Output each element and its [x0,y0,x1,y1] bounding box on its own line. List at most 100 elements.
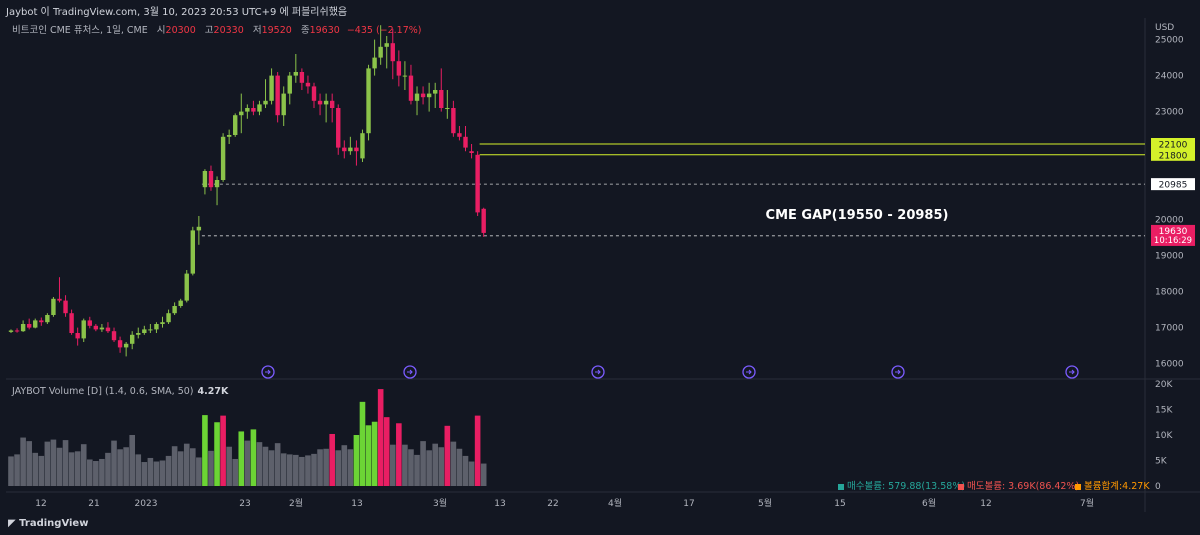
last-price-countdown: 10:16:29 [1154,236,1192,246]
event-arrow-icon [1069,369,1075,375]
volume-bar [305,455,311,486]
volume-bar [274,443,281,486]
candle-body [63,300,68,314]
open-label: 시 [156,25,166,36]
tradingview-logo: ◤ TradingView [8,518,88,529]
volume-bar [402,444,408,486]
volume-bar [214,422,220,486]
volume-bar [111,440,117,486]
volume-bar [377,389,384,486]
candle-body [8,330,14,332]
price-level-tag-text: 21800 [1159,151,1188,161]
volume-bar [389,444,396,486]
volume-bar [268,450,275,486]
candle-body [69,313,74,333]
volume-bar [311,453,317,486]
candle-body [305,82,311,87]
candle-body [275,75,280,116]
last-price-tag [1151,224,1195,246]
candle-body [220,136,226,180]
cme-gap-annotation: CME GAP(19550 - 20985) [766,208,949,223]
candle-body [117,340,123,348]
volume-bar [444,425,451,486]
volume-bar [86,459,93,486]
candle-body [426,93,432,98]
volume-legend: JAYBOT Volume [D] (1.4, 0.6, SMA, 50) 4.2… [12,386,228,397]
sell-volume-text: 매도볼륨: 3.69K(86.42%) [967,481,1080,492]
time-tick-label: 6월 [922,497,936,509]
candle-body [378,46,383,58]
candle-body [160,322,165,324]
volume-indicator-value: 4.27K [197,386,229,397]
volume-bar [293,454,299,486]
candle-body [202,171,208,188]
volume-tick-label: 0 [1155,482,1161,492]
volume-bar [414,454,420,486]
volume-bar [456,448,463,486]
total-volume-text: 볼륨합계:4.27K [1084,481,1150,492]
volume-bar [383,417,390,486]
volume-bar [14,454,20,486]
volume-bar [299,456,305,486]
close-label: 종 [300,25,310,36]
candle-body [57,298,62,301]
time-tick-label: 21 [88,499,99,509]
candle-body [323,100,329,105]
candle-body [293,72,299,76]
time-tick-label: 13 [351,499,362,509]
time-tick-label: 12 [980,499,991,509]
symbol-legend: 비트코인 CME 퓨처스, 1일, CME 시20300 고20330 저195… [12,22,422,36]
time-tick-label: 2월 [289,497,303,509]
volume-bar [244,440,251,486]
buy-volume-summary: 매수볼륨: 579.88(13.58%) [838,478,965,492]
low-label: 저 [252,25,262,36]
price-level-tag [1151,178,1195,191]
volume-bar [196,457,202,486]
candle-body [233,115,238,135]
price-tick-label: 25000 [1155,36,1184,46]
event-marker-icon [261,365,275,379]
candle-body [190,230,195,274]
candle-body [93,325,99,330]
volume-bar [208,450,214,486]
volume-bar [432,443,438,486]
candle-body [87,320,92,326]
event-marker-icon [591,365,605,379]
currency-label: USD [1155,23,1174,33]
volume-tick-label: 5K [1155,457,1168,467]
volume-bar [141,462,148,486]
high-label: 고 [204,25,214,36]
event-marker-icon [891,365,905,379]
volume-bar [50,439,57,486]
volume-tick-label: 10K [1155,431,1173,441]
volume-bar [165,455,172,486]
candle-body [287,75,292,94]
volume-indicator-label: JAYBOT Volume [D] (1.4, 0.6, SMA, 50) [12,386,194,397]
volume-bar [408,449,414,486]
close-value: 19630 [309,25,340,36]
volume-bar [396,423,402,486]
candle-body [20,324,26,332]
volume-bar [474,415,481,486]
volume-bar [99,458,105,486]
price-tick-label: 17000 [1155,324,1184,334]
candle-body [208,171,214,188]
volume-bar [341,445,348,486]
volume-bar [353,435,360,486]
price-level-tag-text: 20985 [1159,181,1188,191]
volume-bar [32,452,39,486]
symbol-name: 비트코인 CME 퓨처스, 1일, CME [12,25,148,36]
volume-bar [190,448,196,486]
candle-body [111,331,117,341]
volume-bar [226,446,232,486]
candle-body [81,320,86,339]
volume-bar [117,449,123,486]
candle-body [245,108,250,112]
candle-body [51,298,56,315]
candle-body [463,136,468,148]
event-arrow-icon [746,369,752,375]
volume-bar [20,437,26,486]
candle-body [154,324,159,330]
candle-body [251,108,256,112]
